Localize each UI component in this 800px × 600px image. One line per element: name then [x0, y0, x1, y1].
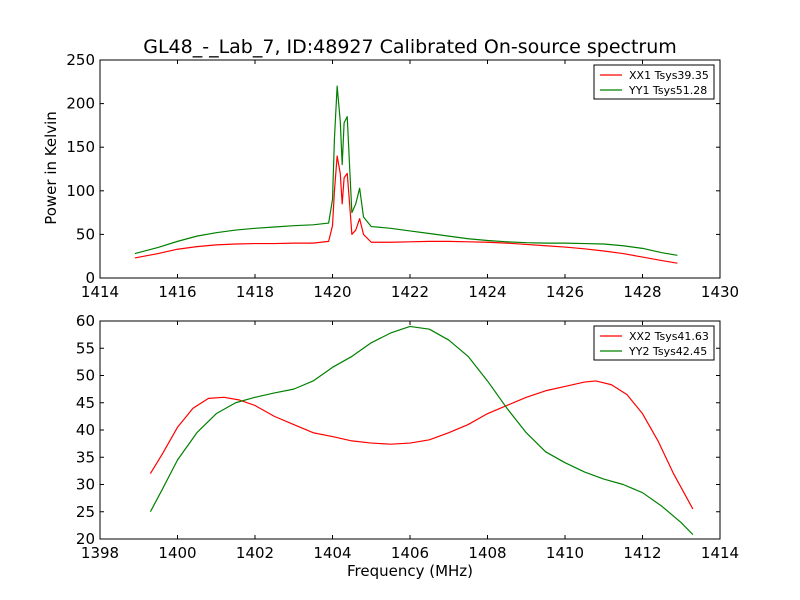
top-x-tick-label: 1418 [236, 283, 274, 301]
bottom-series-line-2 [149, 325, 694, 536]
top-x-tick-label: 1416 [158, 283, 196, 301]
bottom-y-tick-label: 25 [76, 503, 95, 521]
top-x-tick-label: 1420 [313, 283, 351, 301]
bottom-legend-label-yy2: YY2 Tsys42.45 [628, 345, 707, 358]
top-series-line-2 [134, 85, 678, 256]
top-legend-label-yy1: YY1 Tsys51.28 [628, 84, 707, 97]
bottom-legend-label-xx2: XX2 Tsys41.63 [629, 330, 709, 343]
top-x-tick-label: 1428 [623, 283, 661, 301]
top-y-tick-label: 50 [76, 225, 95, 243]
top-plot-frame [99, 59, 721, 279]
bottom-y-tick-label: 30 [76, 476, 95, 494]
bottom-x-tick-label: 1402 [236, 544, 274, 562]
bottom-x-tick-label: 1408 [468, 544, 506, 562]
bottom-panel: 1398 1400 1402 1404 1406 1408 1410 1412 1414 20 25… [76, 312, 739, 580]
bottom-x-axis-label: Frequency (MHz) [347, 562, 473, 580]
chart-title: GL48_-_Lab_7, ID:48927 Calibrated On-sou… [143, 36, 677, 58]
bottom-x-tick-label: 1410 [546, 544, 584, 562]
bottom-y-tick-label: 35 [76, 448, 95, 466]
top-legend: XX1 Tsys39.35 YY1 Tsys51.28 [593, 64, 715, 100]
top-x-tick-label: 1414 [81, 283, 119, 301]
bottom-x-tick-label: 1398 [81, 544, 119, 562]
bottom-x-tick-label: 1412 [623, 544, 661, 562]
top-y-axis-label: Power in Kelvin [42, 111, 60, 225]
top-legend-box [593, 64, 715, 100]
bottom-y-tick-label: 40 [76, 421, 95, 439]
top-y-tick-label: 150 [66, 138, 95, 156]
bottom-y-tick-label: 45 [76, 394, 95, 412]
bottom-x-tick-label: 1400 [158, 544, 196, 562]
top-y-tick-label: 100 [66, 182, 95, 200]
bottom-x-tick-label: 1404 [313, 544, 351, 562]
top-panel: Power in Kelvin 1414 1416 1418 1420 1422 1424… [42, 51, 739, 301]
bottom-y-tick-label: 20 [76, 530, 95, 548]
top-y-tick-label: 200 [66, 95, 95, 113]
bottom-series-line-1 [149, 380, 694, 510]
bottom-x-tick-label: 1414 [701, 544, 739, 562]
bottom-y-tick-label: 55 [76, 339, 95, 357]
top-x-tick-label: 1430 [701, 283, 739, 301]
top-y-tick-label: 0 [85, 269, 95, 287]
top-series-line-1 [134, 155, 678, 264]
bottom-x-tick-label: 1406 [391, 544, 429, 562]
top-legend-label-xx1: XX1 Tsys39.35 [629, 69, 709, 82]
top-x-tick-label: 1426 [546, 283, 584, 301]
bottom-y-tick-label: 50 [76, 367, 95, 385]
top-y-tick-label: 250 [66, 51, 95, 69]
bottom-legend: XX2 Tsys41.63 YY2 Tsys42.45 [593, 325, 715, 361]
bottom-plot-frame [99, 320, 721, 540]
top-x-tick-label: 1422 [391, 283, 429, 301]
bottom-y-tick-label: 60 [76, 312, 95, 330]
top-x-tick-label: 1424 [468, 283, 506, 301]
bottom-legend-box [593, 325, 715, 361]
